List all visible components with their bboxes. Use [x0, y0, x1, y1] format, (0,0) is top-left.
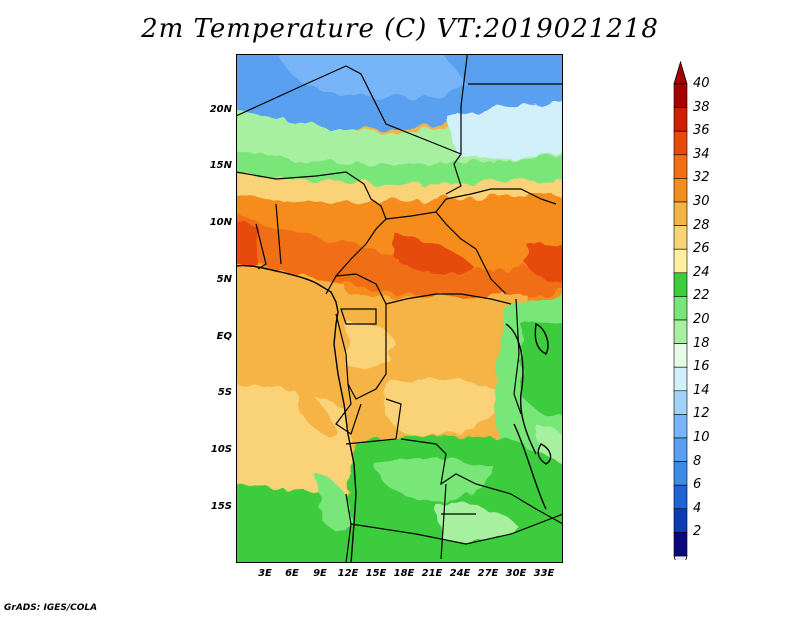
lat-label-15s: 15S: [210, 501, 232, 512]
lat-label-5n: 5N: [216, 274, 232, 285]
colorbar-over-triangle: [673, 60, 688, 85]
colorbar-label: 38: [693, 99, 710, 115]
colorbar-box: [673, 154, 688, 179]
lat-label-20n: 20N: [209, 104, 232, 115]
lon-label-9e: 9E: [313, 568, 327, 579]
lon-label-21e: 21E: [421, 568, 443, 579]
temperature-field: [236, 54, 563, 563]
lat-label-15n: 15N: [209, 160, 232, 171]
colorbar-box: [673, 248, 688, 274]
colorbar-box: [673, 508, 688, 533]
colorbar-label: 24: [693, 264, 710, 280]
colorbar-box: [673, 319, 688, 344]
colorbar-box: [673, 532, 688, 557]
colorbar-box: [673, 178, 688, 203]
colorbar-label: 18: [693, 335, 710, 351]
lon-label-6e: 6E: [285, 568, 299, 579]
map-frame: [236, 54, 563, 563]
colorbar: [673, 60, 688, 560]
colorbar-box: [673, 484, 688, 510]
coastlines: [236, 264, 552, 563]
lon-label-30e: 30E: [505, 568, 527, 579]
colorbar-box: [673, 130, 688, 156]
country-borders: [236, 54, 563, 563]
lon-label-24e: 24E: [449, 568, 471, 579]
colorbar-label: 36: [693, 123, 710, 139]
lat-label-eq: EQ: [216, 331, 232, 342]
lon-label-18e: 18E: [393, 568, 415, 579]
lon-label-3e: 3E: [258, 568, 272, 579]
map-canvas: [236, 54, 563, 563]
colorbar-box: [673, 83, 688, 108]
chart-title: 2m Temperature (C) VT:2019021218: [141, 14, 659, 44]
colorbar-box: [673, 272, 688, 297]
colorbar-box: [673, 201, 688, 226]
colorbar-box: [673, 296, 688, 321]
lon-label-27e: 27E: [477, 568, 499, 579]
colorbar-label: 2: [693, 524, 702, 540]
colorbar-label: 8: [693, 453, 702, 469]
colorbar-box: [673, 461, 688, 486]
colorbar-label: 30: [693, 194, 710, 209]
colorbar-under-triangle: [673, 555, 688, 560]
colorbar-label: 26: [693, 241, 710, 257]
colorbar-box: [673, 414, 688, 439]
colorbar-label: 28: [693, 217, 710, 233]
colorbar-box: [673, 437, 688, 462]
temperature-map: [236, 54, 563, 563]
lat-label-10s: 10S: [210, 444, 232, 455]
lat-label-5s: 5S: [217, 387, 232, 398]
colorbar-box: [673, 390, 688, 415]
colorbar-label: 34: [693, 146, 710, 162]
colorbar-label: 12: [693, 406, 710, 422]
lon-label-12e: 12E: [337, 568, 359, 579]
colorbar-label: 10: [693, 430, 710, 445]
colorbar-label: 40: [693, 76, 710, 91]
grads-credit: GrADS: IGES/COLA: [4, 603, 98, 613]
colorbar-label: 4: [693, 500, 702, 516]
colorbar-label: 14: [693, 382, 710, 398]
lat-label-10n: 10N: [209, 217, 232, 228]
colorbar-label: 6: [693, 477, 702, 493]
colorbar-box: [673, 225, 688, 250]
colorbar-label: 32: [693, 170, 710, 186]
lon-label-15e: 15E: [365, 568, 387, 579]
colorbar-box: [673, 343, 688, 368]
colorbar-label: 22: [693, 288, 710, 304]
colorbar-box: [673, 366, 688, 392]
colorbar-label: 20: [693, 312, 710, 327]
colorbar-label: 16: [693, 359, 710, 375]
colorbar-box: [673, 107, 688, 132]
lon-label-33e: 33E: [533, 568, 555, 579]
